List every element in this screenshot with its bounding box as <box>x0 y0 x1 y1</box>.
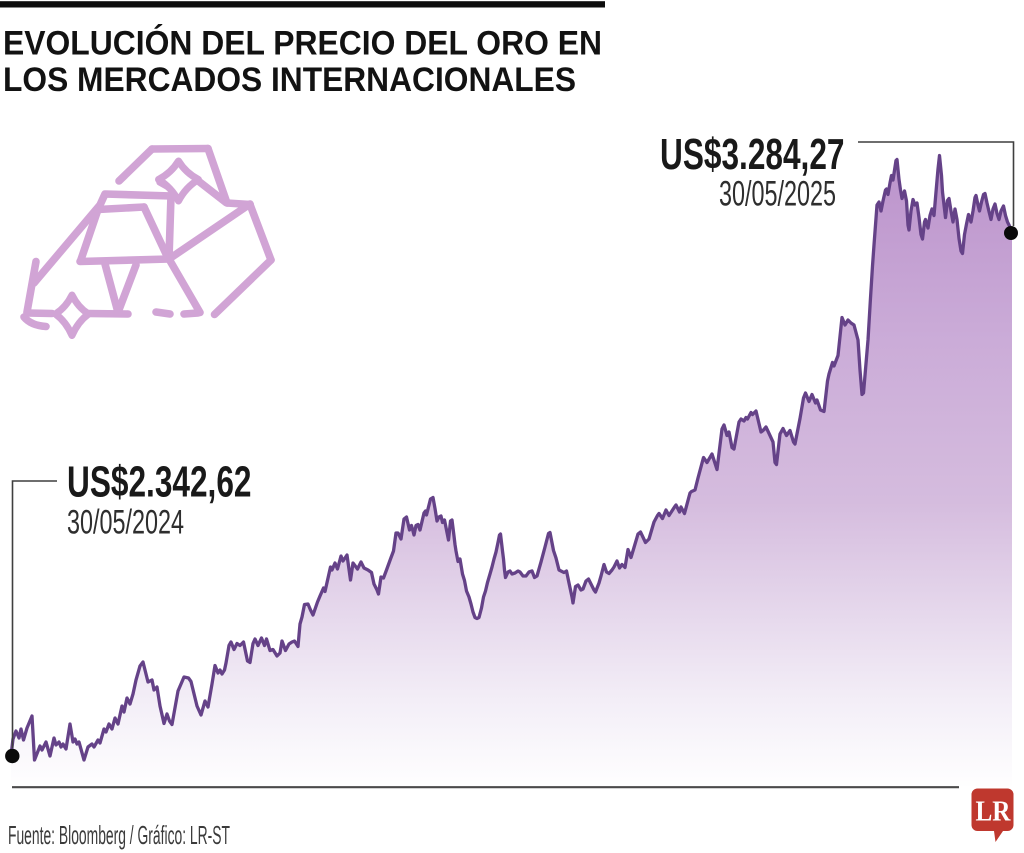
svg-text:LR: LR <box>976 796 1012 828</box>
svg-text:30/05/2025: 30/05/2025 <box>719 175 836 214</box>
svg-text:30/05/2024: 30/05/2024 <box>67 504 184 542</box>
svg-text:EVOLUCIÓN DEL PRECIO DEL ORO E: EVOLUCIÓN DEL PRECIO DEL ORO EN <box>3 25 602 63</box>
svg-text:US$3.284,27: US$3.284,27 <box>660 130 845 179</box>
svg-text:Fuente: Bloomberg / Gráfico: L: Fuente: Bloomberg / Gráfico: LR-ST <box>8 820 230 850</box>
svg-text:LOS MERCADOS INTERNACIONALES: LOS MERCADOS INTERNACIONALES <box>3 61 576 99</box>
svg-text:US$2.342,62: US$2.342,62 <box>67 458 252 507</box>
